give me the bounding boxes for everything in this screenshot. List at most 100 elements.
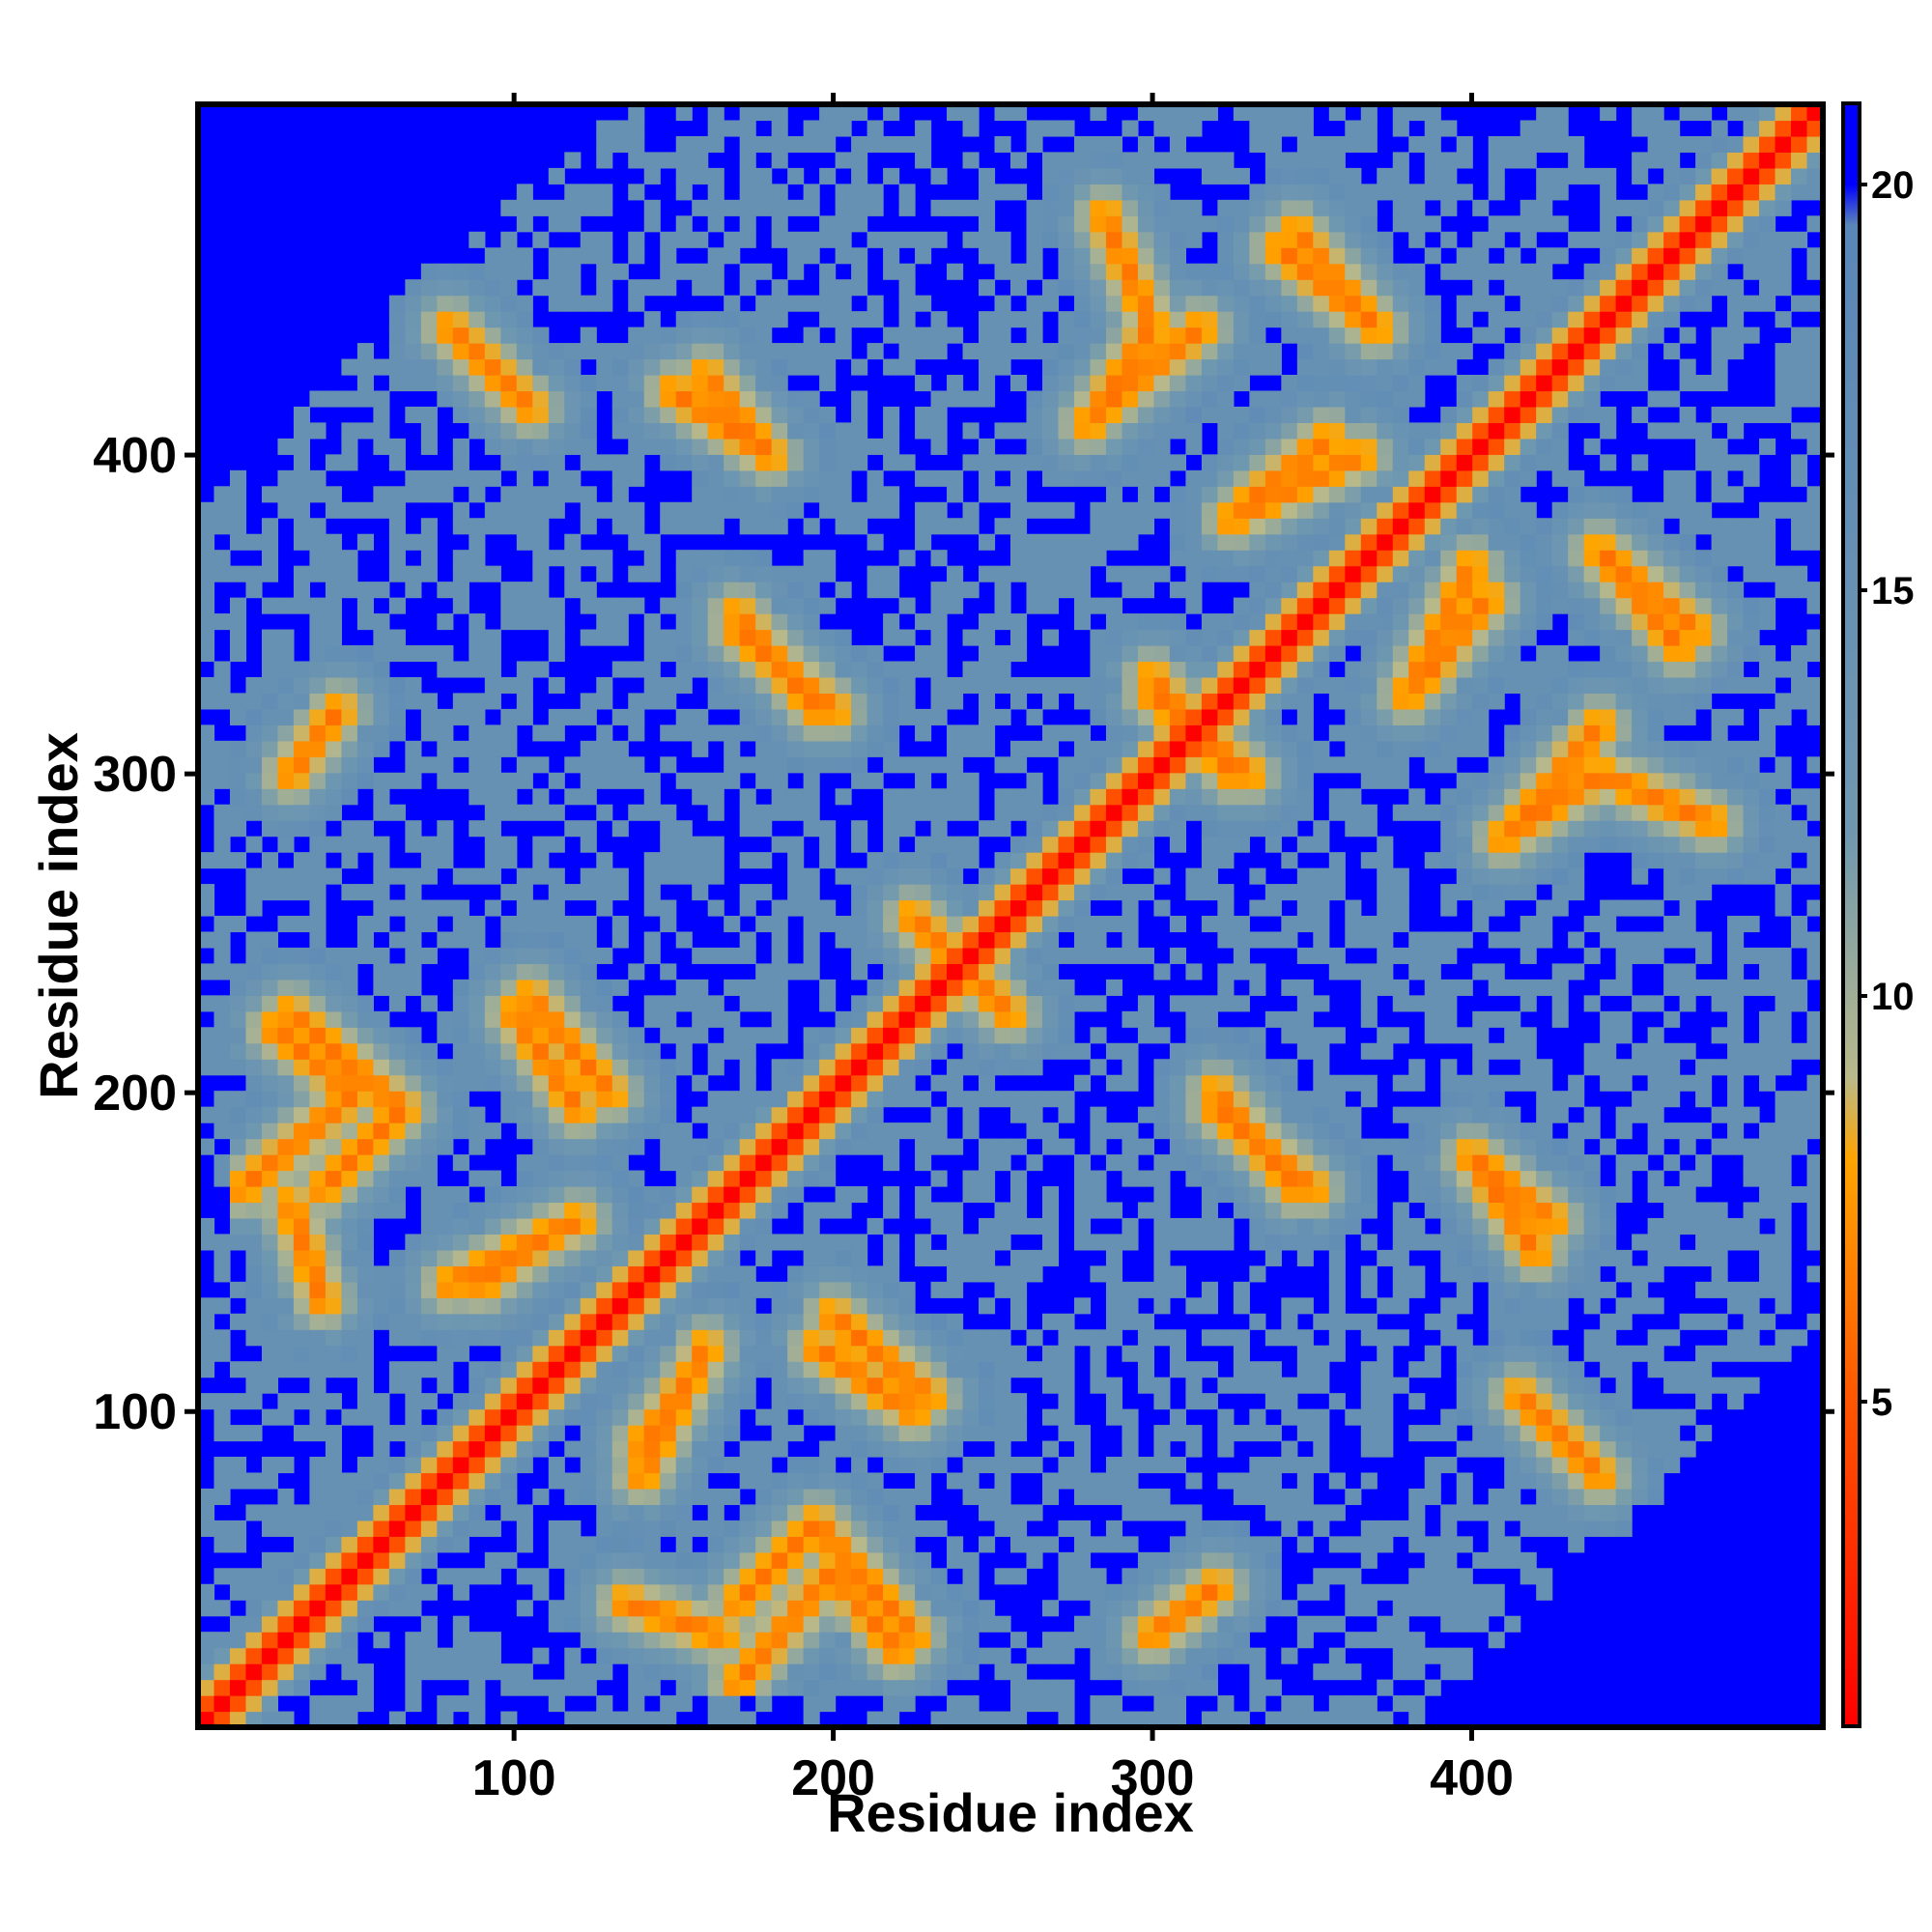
heatmap-cell <box>930 1345 948 1362</box>
heatmap-cell <box>388 995 406 1012</box>
heatmap-cell <box>1010 1504 1028 1521</box>
heatmap-cell <box>373 1106 390 1123</box>
heatmap-cell <box>1217 295 1235 312</box>
heatmap-cell <box>707 1313 724 1330</box>
heatmap-cell <box>564 947 582 965</box>
heatmap-cell <box>692 454 709 471</box>
heatmap-cell <box>373 1042 390 1060</box>
heatmap-cell <box>675 1472 693 1490</box>
heatmap-cell <box>1010 279 1028 297</box>
heatmap-cell <box>420 533 438 551</box>
heatmap-cell <box>628 724 645 742</box>
heatmap-cell <box>1058 406 1075 424</box>
heatmap-cell <box>739 1551 756 1569</box>
heatmap-cell <box>261 788 279 806</box>
heatmap-cell <box>611 1122 629 1140</box>
heatmap-cell <box>277 1551 295 1569</box>
heatmap-cell <box>1090 1202 1107 1219</box>
heatmap-cell <box>1010 1265 1028 1283</box>
heatmap-cell <box>1217 486 1235 503</box>
heatmap-cell <box>580 1059 597 1076</box>
heatmap-cell <box>835 916 852 933</box>
heatmap-cell <box>1185 501 1203 519</box>
heatmap-cell <box>819 1042 837 1060</box>
heatmap-cell <box>548 1091 565 1108</box>
heatmap-cell <box>915 979 932 996</box>
heatmap-cell <box>675 1425 693 1442</box>
heatmap-cell <box>469 916 486 933</box>
heatmap-cell <box>1296 406 1314 424</box>
heatmap-cell <box>548 884 565 901</box>
heatmap-cell <box>1026 804 1043 821</box>
heatmap-cell <box>437 295 454 312</box>
heatmap-cell <box>373 1027 390 1044</box>
heatmap-cell <box>564 184 582 201</box>
heatmap-cell <box>1041 1217 1060 1236</box>
heatmap-cell <box>819 979 837 996</box>
heatmap-cell <box>420 852 438 869</box>
heatmap-cell <box>469 1361 486 1378</box>
heatmap-cell <box>628 804 645 821</box>
heatmap-cell <box>739 1615 756 1633</box>
heatmap-cell <box>771 518 788 535</box>
heatmap-cell <box>596 1647 613 1664</box>
heatmap-cell <box>867 693 884 710</box>
heatmap-cell <box>1041 836 1060 853</box>
heatmap-cell <box>660 1249 677 1266</box>
heatmap-cell <box>962 422 980 440</box>
heatmap-cell <box>1217 358 1235 376</box>
heatmap-cell <box>245 1393 263 1410</box>
heatmap-cell <box>835 1297 852 1315</box>
heatmap-cell <box>771 1536 788 1553</box>
heatmap-cell <box>580 1297 597 1315</box>
heatmap-cell <box>1058 582 1075 599</box>
heatmap-cell <box>803 1170 820 1187</box>
heatmap-cell <box>500 1679 518 1696</box>
heatmap-cell <box>341 1647 358 1664</box>
heatmap-cell <box>660 247 677 265</box>
heatmap-cell <box>755 501 773 519</box>
heatmap-cell <box>1058 343 1075 360</box>
heatmap-cell <box>484 1059 501 1076</box>
heatmap-cell <box>293 1265 311 1283</box>
heatmap-cell <box>660 1568 677 1585</box>
heatmap-cell <box>580 1074 597 1092</box>
heatmap-cell <box>1105 199 1123 216</box>
heatmap-cell <box>341 788 358 806</box>
heatmap-cell <box>675 1440 693 1458</box>
heatmap-cell <box>1105 740 1123 757</box>
heatmap-cell <box>1153 565 1171 582</box>
heatmap-cell <box>325 1583 343 1601</box>
heatmap-cell <box>611 1106 629 1123</box>
heatmap-cell <box>1010 693 1028 710</box>
heatmap-cell <box>356 995 374 1012</box>
heatmap-cell <box>755 486 773 503</box>
heatmap-cell <box>994 1504 1011 1521</box>
heatmap-cell <box>835 1010 852 1028</box>
heatmap-cell <box>675 1059 693 1076</box>
heatmap-cell <box>388 1265 406 1283</box>
heatmap-cell <box>979 963 996 980</box>
heatmap-cell <box>437 390 454 408</box>
heatmap-cell <box>692 1027 709 1044</box>
heatmap-cell <box>1233 708 1250 725</box>
heatmap-cell <box>1090 597 1107 614</box>
heatmap-cell <box>1073 533 1092 551</box>
heatmap-cell <box>1169 518 1186 535</box>
heatmap-cell <box>548 1551 565 1569</box>
heatmap-cell <box>994 963 1011 980</box>
heatmap-cell <box>1090 295 1107 312</box>
heatmap-cell <box>1185 708 1203 725</box>
heatmap-cell <box>388 343 406 360</box>
heatmap-cell <box>643 1551 661 1569</box>
heatmap-cell <box>1090 1472 1107 1490</box>
heatmap-cell <box>1041 1186 1060 1204</box>
heatmap-cell <box>1249 963 1266 980</box>
heatmap-cell <box>611 1217 629 1236</box>
heatmap-cell <box>1233 263 1250 280</box>
heatmap-cell <box>1073 1297 1092 1315</box>
heatmap-cell <box>1105 438 1123 455</box>
heatmap-cell <box>564 1647 582 1664</box>
heatmap-cell <box>469 1138 486 1155</box>
heatmap-cell <box>611 884 629 901</box>
